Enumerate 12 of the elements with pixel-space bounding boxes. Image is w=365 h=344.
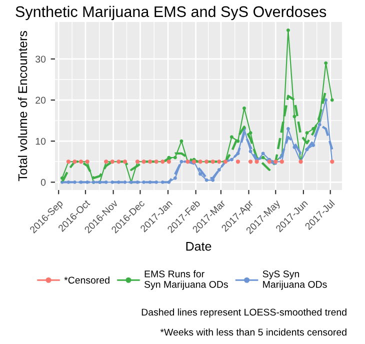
chart-title: Synthetic Marijuana EMS and SyS Overdoses [16,6,326,20]
y-tick-label: 10 [36,138,46,145]
x-axis-title: Date [186,242,212,251]
y-tick-label: 20 [36,96,46,104]
text: *Weeks with less than 5 incidents censored [160,328,346,336]
legend-label: SyS Syn Marijuana ODs [262,270,327,290]
legend-label: *Censored [64,276,110,284]
y-tick-label: 0 [40,178,46,186]
text: Dashed lines represent LOESS-smoothed trend [142,308,346,318]
legend-label: EMS Runs for Syn Marijuana ODs [144,270,228,290]
y-tick-label: 30 [36,56,46,63]
y-axis-title: Total volume of Encounters [18,31,28,182]
